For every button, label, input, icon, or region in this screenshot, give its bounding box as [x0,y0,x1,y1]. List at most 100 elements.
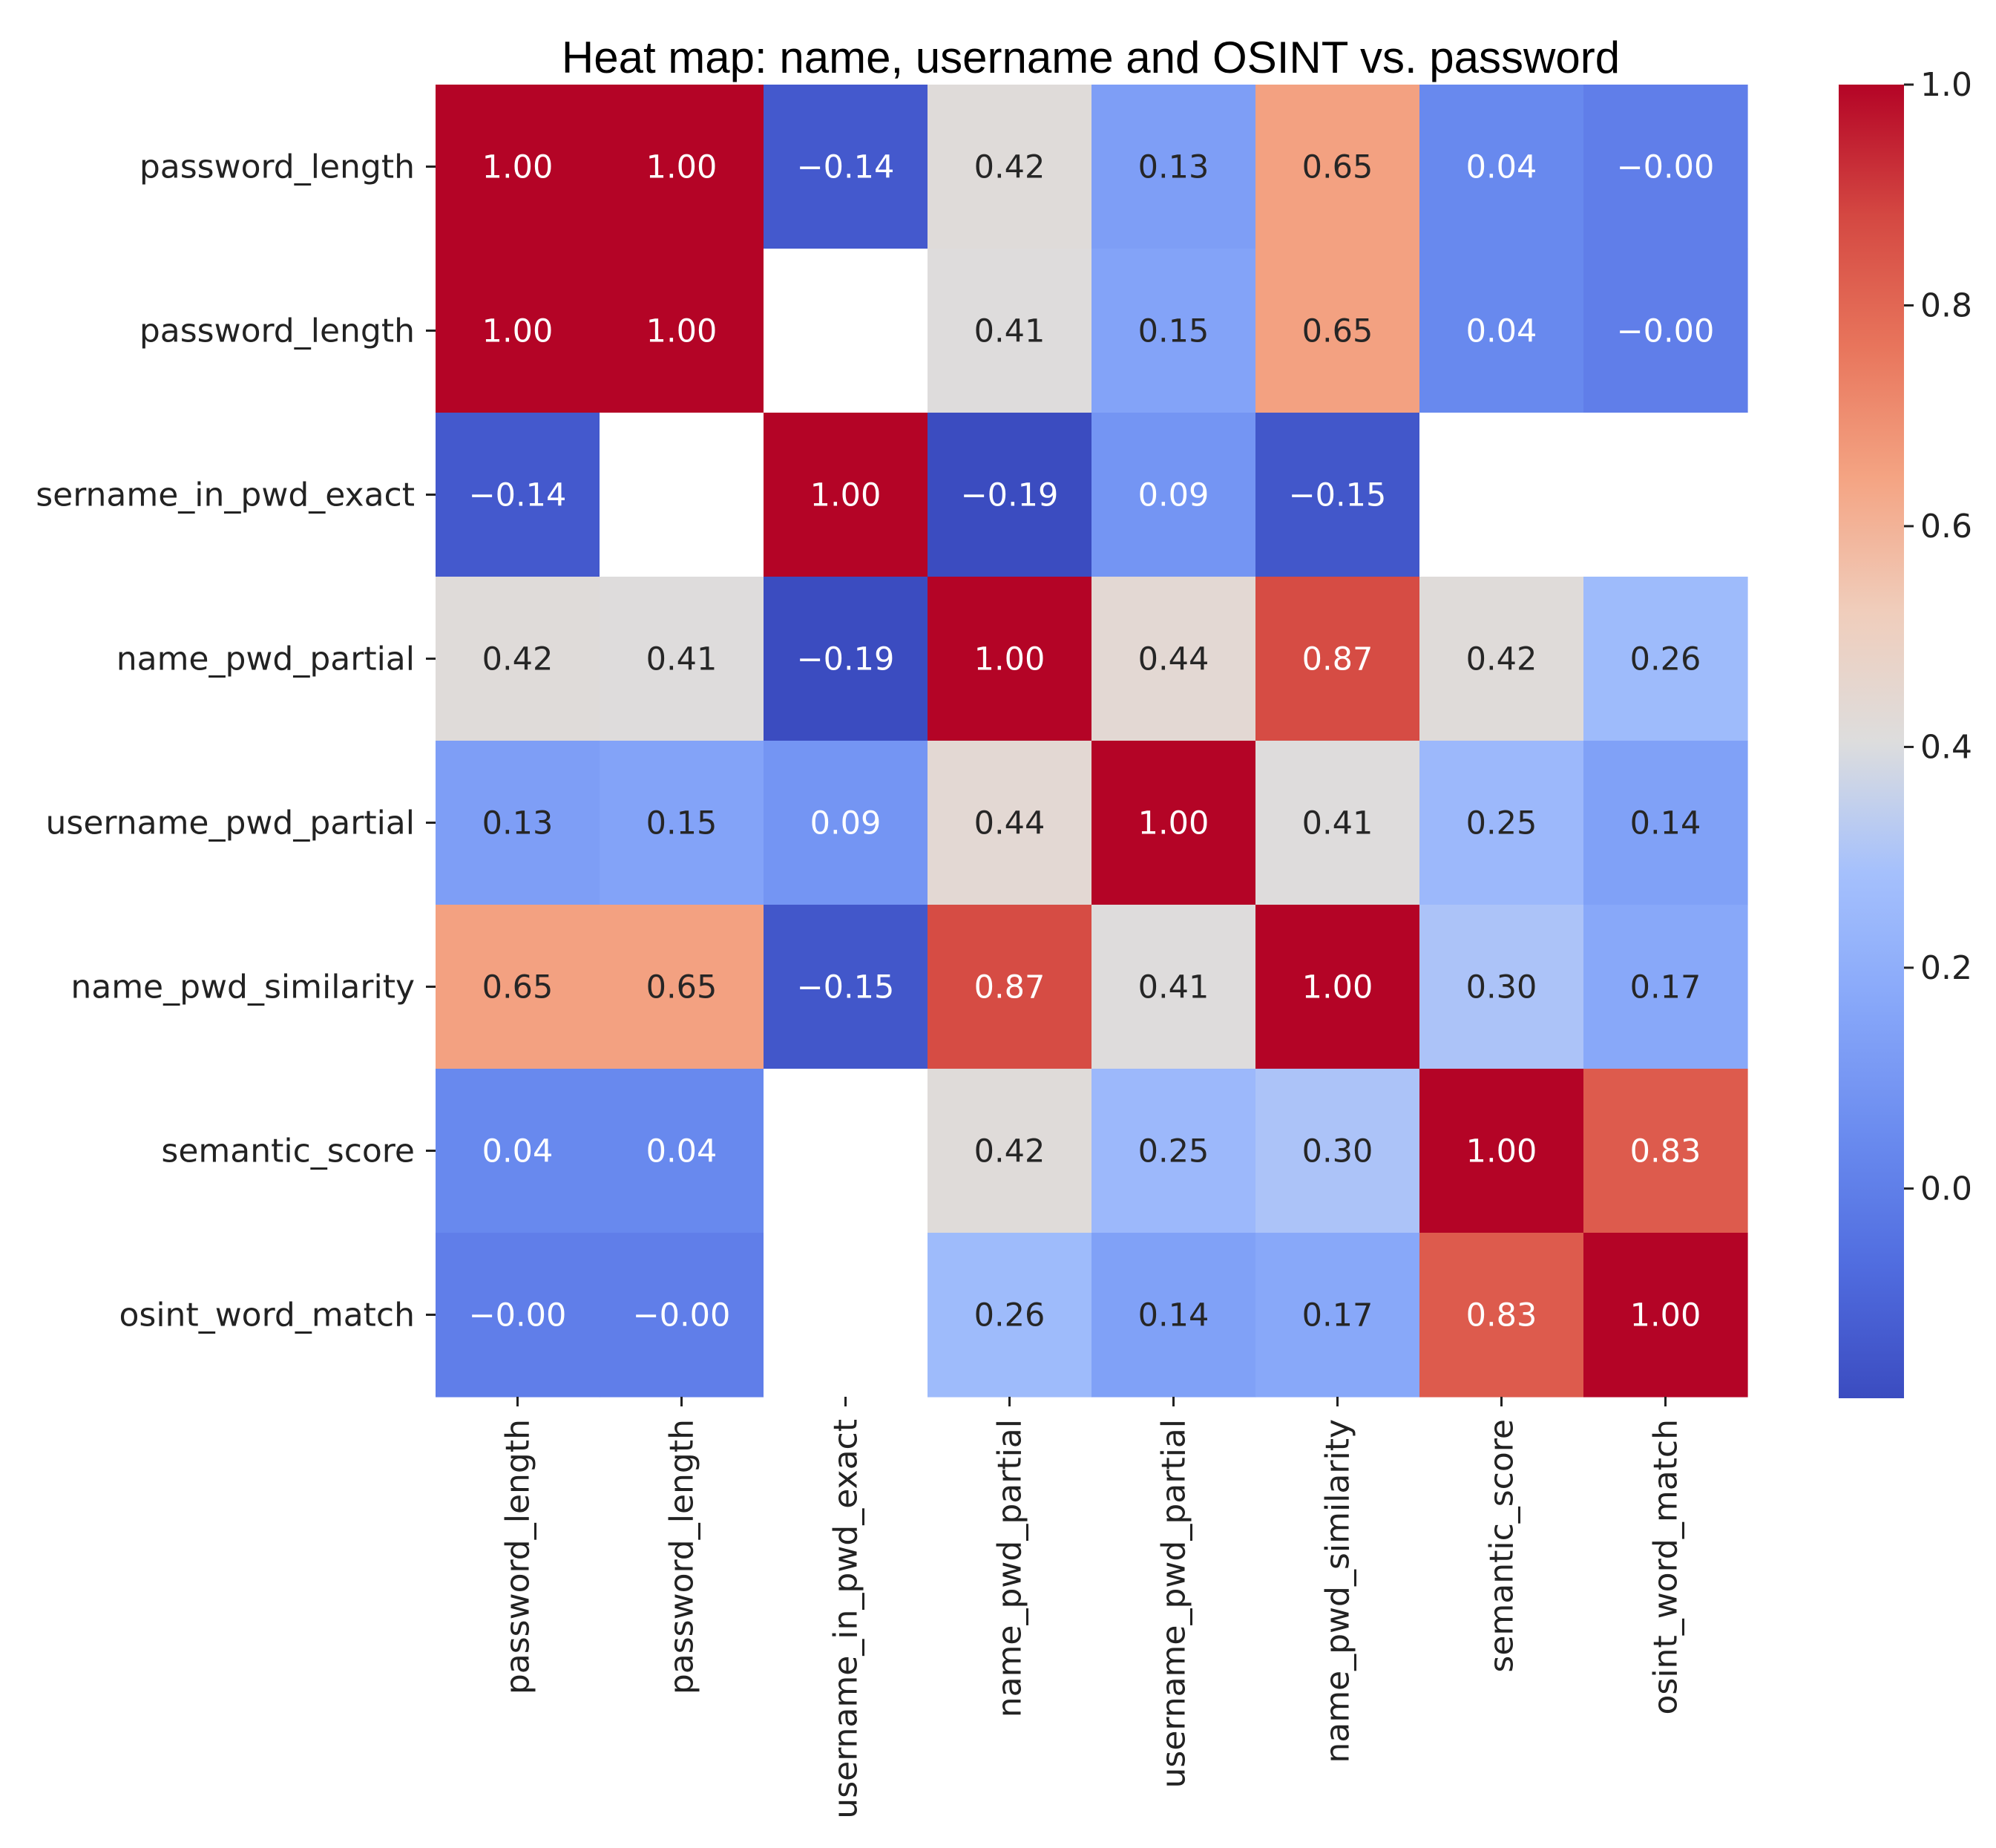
heatmap-cell [600,905,764,1069]
heatmap-cell [436,577,600,741]
column-label: password_length [499,1419,537,1694]
cell-value-label: −0.00 [469,1297,567,1334]
heatmap-cell [600,741,764,905]
cell-value-label: 0.09 [810,805,882,842]
column-label: name_pwd_partial [991,1419,1029,1717]
cell-value-label: 0.14 [1138,1297,1209,1334]
column-label: username_in_pwd_exact [827,1419,865,1819]
heatmap-cell [1583,905,1748,1069]
heatmap-cell [1419,85,1584,249]
row-label: password_length [139,148,415,186]
cell-value-label: 0.09 [1138,477,1209,514]
cell-value-label: 1.00 [646,313,718,350]
colorbar-gradient [1839,85,1904,1398]
heatmap-cell [1583,413,1748,577]
heatmap-cell [1091,577,1256,741]
heatmap-cell [1091,1233,1256,1398]
cell-value-label: 0.13 [482,805,554,842]
heatmap-cell [436,1233,600,1398]
heatmap-cell [1091,741,1256,905]
heatmap-cell [1255,577,1420,741]
cell-value-label: 0.04 [1466,313,1537,350]
cell-value-label: 0.87 [974,969,1045,1006]
colorbar-tick-label: 0.4 [1920,728,1972,766]
cell-value-label: 0.41 [1302,805,1373,842]
heatmap-cell [1255,249,1420,413]
row-label: name_pwd_partial [116,640,415,678]
heatmap-cell [436,905,600,1069]
row-label: osint_word_match [119,1297,415,1334]
row-label: username_pwd_partial [46,805,415,842]
heatmap-cell [600,249,764,413]
heatmap-cell [1419,741,1584,905]
cell-value-label: −0.15 [797,969,895,1006]
heatmap-cell-labels: 1.00 1.00 −0.14 0.42 0.13 0.65 0.04 −0.00 1.00 1.… [469,149,1715,1334]
heatmap-cell [1419,905,1584,1069]
heatmap-cell [1583,249,1748,413]
heatmap-cell [764,1233,928,1398]
heatmap-cell [1419,249,1584,413]
cell-value-label: 1.00 [646,149,718,186]
chart-title: Heat map: name, username and OSINT vs. p… [562,33,1620,82]
cell-value-label: 0.65 [1302,313,1373,350]
heatmap-cell [764,905,928,1069]
cell-value-label: −0.00 [633,1297,731,1334]
cell-value-label: −0.15 [1289,477,1387,514]
heatmap-cell [1255,741,1420,905]
heatmap-cell [436,85,600,249]
cell-value-label: 0.30 [1466,969,1537,1006]
heatmap-cell [764,741,928,905]
cell-value-label: 0.41 [974,313,1045,350]
heatmap-cell [1091,85,1256,249]
heatmap-cell [436,1069,600,1233]
heatmap-cell [1091,413,1256,577]
heatmap-cell [1255,85,1420,249]
cell-value-label: 0.42 [974,1133,1045,1170]
colorbar-tick-label: 0.6 [1920,508,1972,545]
heatmap-cell [600,413,764,577]
heatmap-cell [1583,1233,1748,1398]
heatmap-cell [1091,1069,1256,1233]
heatmap-cell [1419,1069,1584,1233]
cell-value-label: 0.87 [1302,641,1373,678]
row-axis: password_length password_length sername_in… [36,148,436,1334]
heatmap-cell [600,577,764,741]
column-label: username_pwd_partial [1155,1419,1193,1788]
cell-value-label: 1.00 [1302,969,1373,1006]
heatmap-cell [1419,413,1584,577]
row-label: sername_in_pwd_exact [36,476,415,514]
cell-value-label: 1.00 [482,149,554,186]
colorbar-tick-label: 1.0 [1920,66,1972,104]
cell-value-label: 0.25 [1466,805,1537,842]
heatmap-cell [928,741,1092,905]
heatmap-cell [928,249,1092,413]
cell-value-label: 0.04 [646,1133,718,1170]
cell-value-label: 0.41 [646,641,718,678]
cell-value-label: 1.00 [1630,1297,1701,1334]
cell-value-label: 1.00 [974,641,1045,678]
heatmap-cell [1583,1069,1748,1233]
heatmap-cell [1255,1069,1420,1233]
cell-value-label: 0.41 [1138,969,1209,1006]
cell-value-label: 1.00 [482,313,554,350]
cell-value-label: 0.42 [1466,641,1537,678]
cell-value-label: 0.25 [1138,1133,1209,1170]
heatmap-cell [928,1069,1092,1233]
row-label: name_pwd_similarity [70,969,415,1006]
cell-value-label: 0.15 [1138,313,1209,350]
column-label: name_pwd_similarity [1319,1419,1357,1763]
heatmap-cell [1419,577,1584,741]
heatmap-cell [1419,1233,1584,1398]
cell-value-label: 0.17 [1630,969,1701,1006]
heatmap-cell [928,577,1092,741]
cell-value-label: −0.14 [797,149,895,186]
cell-value-label: 0.83 [1630,1133,1701,1170]
cell-value-label: 0.26 [1630,641,1701,678]
cell-value-label: 0.04 [1466,149,1537,186]
heatmap-cell [928,905,1092,1069]
cell-value-label: 0.65 [482,969,554,1006]
cell-value-label: 0.44 [974,805,1045,842]
colorbar-tick-label: 0.0 [1920,1170,1972,1208]
cell-value-label: 0.14 [1630,805,1701,842]
cell-value-label: 0.83 [1466,1297,1537,1334]
